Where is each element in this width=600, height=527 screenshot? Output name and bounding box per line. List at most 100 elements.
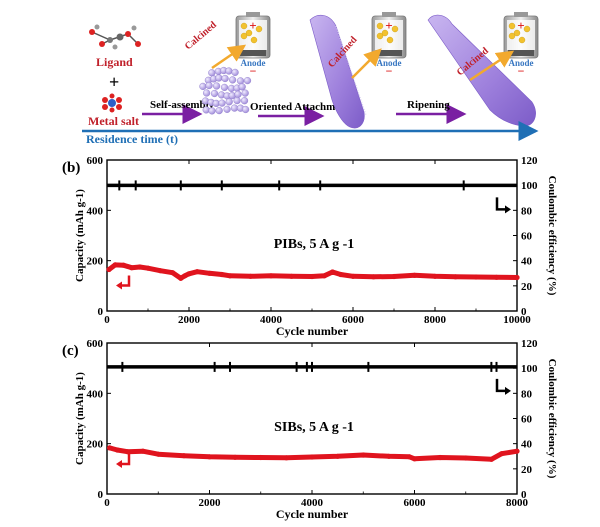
calcined-arrow [469, 50, 515, 82]
battery-icon-0: + Anode− Calcined [183, 12, 271, 78]
x-tick-label: 0 [104, 497, 110, 509]
capacity-point [194, 269, 200, 275]
capacity-point [120, 262, 126, 268]
ion-0-0 [240, 22, 248, 30]
x-tick-label: 10000 [503, 314, 531, 326]
calcined-arrow [351, 48, 382, 79]
capacity-point [155, 451, 161, 457]
capacity-point [129, 265, 135, 271]
ion-1-4 [376, 32, 384, 40]
y-right-tick-label: 40 [521, 256, 533, 268]
panel-label: (c) [62, 343, 79, 359]
capacity-point [112, 262, 118, 268]
capacity-point [463, 455, 469, 461]
nanoparticle-sphere-32 [240, 97, 249, 105]
y-left-tick-label: 600 [87, 155, 104, 167]
nanosheet-ribbon-1 [309, 14, 365, 129]
x-tick-label: 6000 [342, 314, 365, 326]
nanoparticle-sphere-9 [229, 76, 237, 84]
panel-label: (b) [62, 160, 80, 176]
y-right-tick-label: 60 [521, 231, 533, 243]
y-left-axis-label: Capacity (mAh g-1) [74, 372, 86, 465]
y-right-axis-label: Coulombic efficiency (%) [546, 176, 558, 296]
y-right-tick-label: 120 [521, 155, 538, 167]
nanoparticle-cluster-icon [199, 66, 252, 115]
capacity-point [473, 274, 479, 280]
efficiency-axis-arrowhead [505, 205, 511, 214]
capacity-point [124, 449, 131, 455]
metal-salt-label: Metal salt [88, 114, 139, 128]
capacity-point [437, 454, 443, 461]
capacity-point [170, 270, 176, 276]
y-left-tick-label: 600 [87, 338, 104, 350]
y-left-tick-label: 0 [98, 489, 104, 501]
anode-label: Anode [240, 58, 265, 68]
nanoparticle-sphere-3 [225, 67, 233, 75]
x-axis-label: Cycle number [276, 324, 349, 338]
ion-2-2 [518, 36, 526, 44]
y-right-tick-label: 80 [521, 205, 533, 217]
nanoparticle-sphere-19 [203, 89, 211, 97]
ion-2-3 [523, 25, 531, 33]
capacity-point [309, 454, 315, 460]
ion-1-1 [381, 29, 389, 37]
nanosheet-ribbon-1-edge [335, 25, 367, 116]
capacity-point [514, 448, 520, 454]
ion-0-1 [245, 29, 253, 37]
capacity-point [268, 273, 274, 279]
nanosheet-ribbon-2 [427, 14, 536, 127]
nanoparticle-sphere-11 [243, 76, 252, 85]
capacity-point [247, 273, 254, 279]
ligand-molecule-icon [89, 24, 141, 50]
x-tick-label: 6000 [404, 497, 427, 509]
nanoparticle-sphere-13 [205, 81, 213, 90]
y-right-tick-label: 0 [521, 306, 527, 318]
capacity-point [488, 456, 494, 462]
nanoparticle-sphere-37 [230, 104, 239, 112]
ion-1-2 [386, 36, 394, 44]
capacity-axis-arrowhead [116, 281, 122, 290]
nanoparticle-sphere-29 [218, 99, 226, 107]
nanoparticle-sphere-35 [215, 106, 223, 115]
ion-2-4 [508, 32, 516, 40]
y-left-tick-label: 0 [98, 306, 104, 318]
capacity-point [106, 266, 112, 273]
capacity-point [350, 273, 356, 279]
oriented-attachment-label: Oriented Attachment [250, 101, 350, 113]
capacity-point [283, 455, 289, 461]
nanoparticle-sphere-24 [234, 90, 242, 98]
y-right-tick-label: 100 [521, 180, 538, 192]
capacity-point [391, 273, 397, 280]
y-left-tick-label: 200 [87, 256, 104, 268]
battery-minus-sign: − [250, 64, 257, 78]
ion-2-0 [508, 22, 516, 30]
battery-plus-sign: + [385, 18, 392, 33]
ion-1-3 [391, 25, 399, 33]
x-tick-label: 8000 [506, 497, 529, 509]
ion-0-4 [240, 32, 248, 40]
chart-sibs: 0 2000 4000 6000 800002004006000204060801001… [62, 338, 558, 521]
nanoparticle-sphere-39 [242, 105, 250, 114]
capacity-point [206, 454, 213, 460]
capacity-point [145, 265, 151, 271]
ripening-label: Ripening [407, 99, 450, 111]
capacity-point [452, 274, 459, 280]
capacity-point [370, 274, 377, 280]
capacity-point [360, 452, 366, 458]
nanoparticle-sphere-25 [241, 89, 249, 97]
capacity-point [258, 454, 264, 461]
capacity-point [309, 273, 315, 280]
metal-salt-icon [102, 93, 122, 113]
nanoparticle-sphere-12 [199, 82, 207, 91]
capacity-point [181, 453, 187, 459]
battery-plus-sign: + [517, 18, 524, 33]
capacity-point [219, 271, 225, 278]
y-right-axis-label: Coulombic efficiency (%) [546, 359, 558, 479]
anode-electrode [508, 50, 534, 56]
capacity-point [114, 447, 120, 453]
nanoparticle-sphere-31 [233, 96, 241, 105]
y-left-tick-label: 400 [87, 205, 104, 217]
anode-electrode [240, 50, 266, 56]
capacity-point [107, 445, 113, 451]
